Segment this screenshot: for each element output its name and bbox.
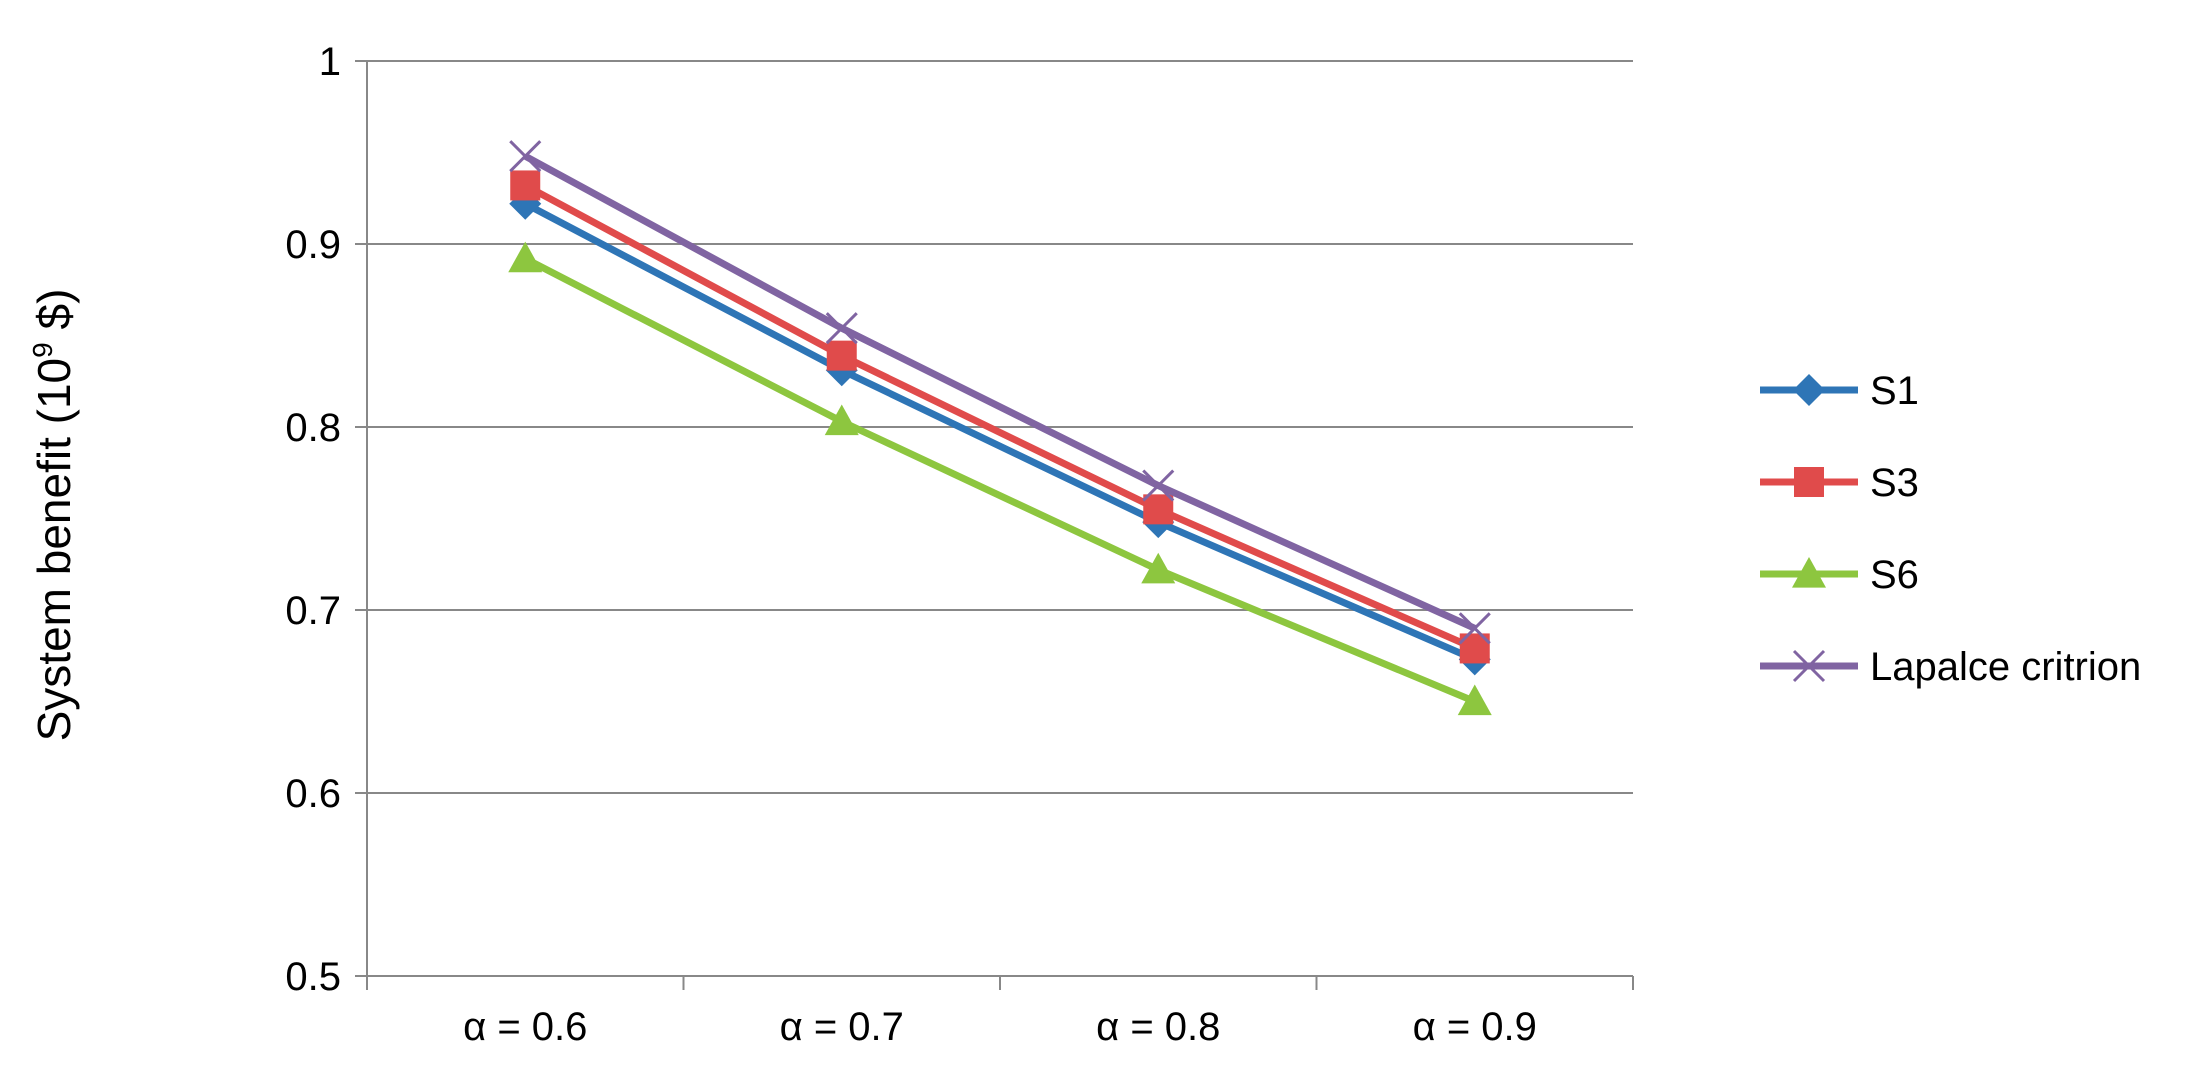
y-tick-labels: 0.5 0.6 0.7 0.8 0.9 1: [285, 40, 341, 999]
legend-item-s1: S1: [1760, 369, 1919, 413]
data-point-s3: [510, 170, 541, 201]
x-tick-label: α = 0.7: [780, 1005, 904, 1049]
marker-stroke: [1792, 649, 1826, 683]
x-tick-label: α = 0.6: [463, 1005, 587, 1049]
series-line-s3: [523, 182, 1477, 652]
series-s6: [508, 241, 1492, 716]
data-point-s6: [1141, 552, 1176, 584]
legend-marker: [1792, 557, 1826, 588]
data-point-lapalce-critrion: [509, 140, 542, 173]
y-tick-label: 0.9: [285, 223, 341, 267]
x-tick-labels: α = 0.6 α = 0.7 α = 0.8 α = 0.9: [463, 1005, 1537, 1049]
legend-item-lapalce-critrion: Lapalce critrion: [1760, 645, 2141, 689]
y-axis-title: System benefit (109 $): [27, 289, 80, 742]
y-tick-label: 0.7: [285, 589, 341, 633]
y-tick-label: 1: [319, 40, 341, 84]
x-tick-label: α = 0.9: [1413, 1005, 1537, 1049]
data-point-s3: [1143, 494, 1174, 525]
y-axis-title-main: System benefit (10: [28, 358, 80, 742]
legend: S1 S3 S6 Lapalce critrion: [1760, 369, 2141, 689]
series-line-lapalce-critrion: [523, 153, 1477, 632]
data-point-lapalce-critrion: [825, 312, 858, 345]
legend-label: S6: [1870, 553, 1919, 597]
series-s3: [510, 170, 1490, 664]
series-layer: [508, 140, 1492, 716]
series-lapalce-critrion: [509, 140, 1491, 645]
y-axis-title-unit: $): [28, 289, 80, 343]
x-tick-label: α = 0.8: [1096, 1005, 1220, 1049]
legend-marker: [1793, 374, 1825, 406]
marker-stroke: [509, 140, 542, 173]
series-line-s1: [523, 200, 1477, 663]
y-tick-label: 0.6: [285, 772, 341, 816]
legend-item-s3: S3: [1760, 461, 1919, 505]
data-point-s6: [508, 241, 543, 273]
legend-label: S1: [1870, 369, 1919, 413]
legend-item-s6: S6: [1760, 553, 1919, 597]
series-line-s6: [523, 255, 1477, 705]
marker-stroke: [825, 312, 858, 345]
y-axis-title-superscript: 9: [27, 342, 58, 358]
legend-marker: [1794, 467, 1824, 497]
data-point-s3: [826, 340, 857, 371]
marker-stroke: [1458, 612, 1491, 645]
legend-marker: [1792, 649, 1826, 683]
gridlines: [367, 60, 1633, 794]
legend-label: S3: [1870, 461, 1919, 505]
legend-label: Lapalce critrion: [1870, 645, 2141, 689]
axes: [355, 60, 1634, 990]
data-point-lapalce-critrion: [1458, 612, 1491, 645]
y-tick-label: 0.8: [285, 406, 341, 450]
data-point-s6: [824, 404, 859, 436]
marker-stroke: [1142, 469, 1175, 502]
data-point-s6: [1457, 684, 1492, 716]
data-point-lapalce-critrion: [1142, 469, 1175, 502]
y-tick-label: 0.5: [285, 955, 341, 999]
